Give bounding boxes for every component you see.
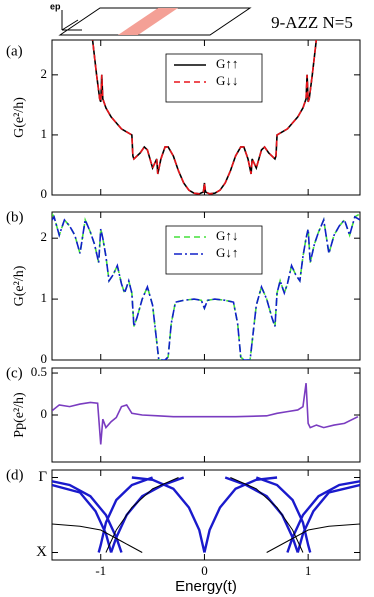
band-line	[203, 476, 278, 553]
axis-arrow	[61, 19, 79, 31]
series-group	[52, 476, 360, 553]
band-line	[286, 480, 360, 553]
band-line	[52, 523, 143, 553]
y-tick-label: 0	[41, 186, 48, 201]
series-group	[52, 213, 360, 360]
panel-label: (b)	[6, 209, 24, 225]
y-axis-label: Pp(e²/h)	[12, 392, 27, 438]
y-tick-label: 0	[41, 351, 48, 366]
y-tick-label: X	[36, 544, 47, 560]
legend-label: G↓↓	[216, 73, 238, 88]
band-line	[266, 523, 360, 553]
x-tick-label: -1	[95, 563, 106, 578]
band-line	[52, 480, 123, 553]
x-axis-label: Energy(t)	[175, 578, 237, 595]
y-tick-label: 2	[41, 229, 48, 244]
band-line	[52, 483, 113, 553]
x-tick-label: 1	[305, 563, 312, 578]
plot-frame	[51, 469, 361, 561]
series-line	[91, 40, 318, 195]
inset-sketch: ep	[50, 1, 252, 36]
y-tick-label: 1	[41, 126, 48, 141]
y-tick-label: 2	[41, 66, 48, 81]
band-line	[131, 476, 206, 553]
plot-frame	[51, 211, 361, 361]
band-line	[97, 476, 153, 553]
figure-title: 9-AZZ N=5	[271, 13, 353, 32]
legend-box	[165, 53, 263, 103]
panel-label: (a)	[6, 43, 23, 59]
panel-label: (d)	[6, 467, 24, 483]
panel-label: (c)	[6, 365, 23, 381]
plot-frame	[51, 39, 361, 196]
band-line	[296, 483, 360, 553]
legend-box	[165, 225, 263, 275]
band-line	[255, 476, 312, 553]
series-line	[52, 383, 359, 445]
band-line	[105, 477, 179, 553]
y-tick-label: 1	[41, 290, 48, 305]
y-tick-label: 0.5	[31, 364, 47, 379]
series-group	[91, 40, 318, 195]
y-axis-label: G(e²/h)	[12, 97, 27, 138]
legend-label: G↑↓	[216, 228, 238, 243]
legend-label: G↓↑	[216, 245, 238, 260]
y-axis-label: G(e²/h)	[12, 265, 27, 306]
y-tick-label: Γ	[38, 469, 47, 485]
inset-label: ep	[50, 1, 61, 11]
y-tick-label: 0	[41, 406, 48, 421]
band-line	[230, 477, 304, 553]
series-group	[52, 383, 359, 445]
stripe	[118, 8, 178, 35]
x-tick-label: 0	[201, 563, 208, 578]
legend-label: G↑↑	[216, 56, 238, 71]
series-line	[52, 215, 360, 360]
